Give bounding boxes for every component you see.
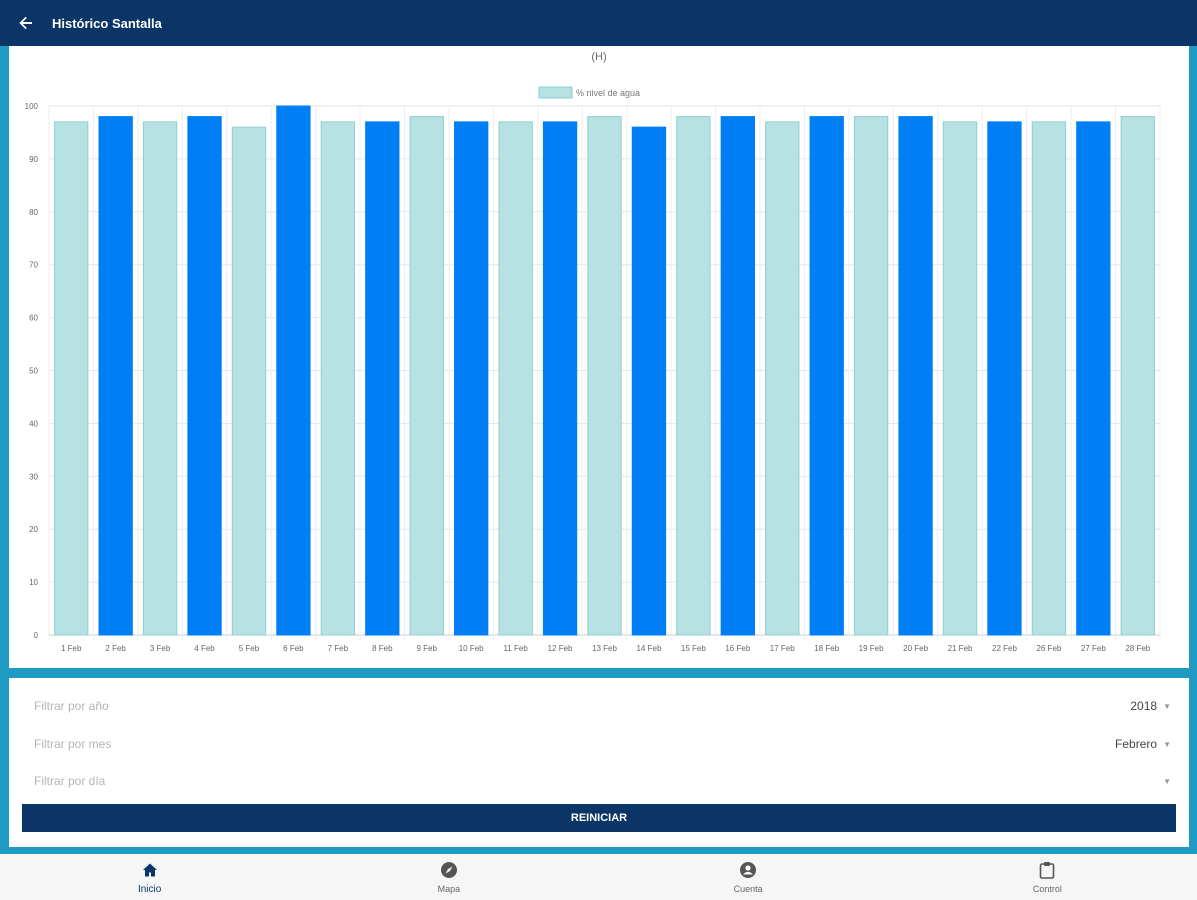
account-icon	[740, 862, 757, 878]
y-axis-ticks: 0 10 20 30 40 50 60 70 80 90 100	[25, 102, 39, 640]
nav-item-cuenta[interactable]: Cuenta	[599, 854, 898, 900]
bar-6-feb[interactable]	[276, 105, 311, 636]
bottom-navigation: Inicio Mapa Cuenta Control	[0, 854, 1197, 900]
page-title: Histórico Santalla	[52, 15, 162, 31]
bar-12-feb[interactable]	[542, 121, 578, 636]
nav-label-cuenta: Cuenta	[733, 884, 763, 894]
x-tick-label: 1 Feb	[61, 644, 82, 653]
bar-19-feb[interactable]	[853, 116, 889, 636]
reset-button[interactable]: REINICIAR	[22, 804, 1176, 832]
y-tick-label: 40	[29, 419, 38, 428]
year-filter-label: Filtrar por año	[34, 699, 109, 713]
month-filter-label: Filtrar por mes	[34, 737, 112, 751]
x-tick-label: 6 Feb	[283, 644, 304, 653]
bar-22-feb[interactable]	[987, 121, 1022, 636]
x-tick-label: 11 Feb	[503, 644, 528, 653]
x-tick-label: 17 Feb	[770, 644, 795, 653]
y-tick-label: 50	[29, 367, 38, 376]
day-filter-label: Filtrar por día	[34, 774, 106, 788]
app-bar: Histórico Santalla	[0, 0, 1197, 46]
bars	[54, 105, 1155, 636]
x-tick-label: 8 Feb	[372, 644, 393, 653]
x-tick-label: 27 Feb	[1081, 644, 1106, 653]
y-tick-label: 100	[25, 102, 39, 111]
clipboard-icon	[1040, 862, 1055, 879]
x-tick-label: 3 Feb	[150, 644, 171, 653]
bar-16-feb[interactable]	[720, 116, 755, 636]
x-tick-label: 22 Feb	[992, 644, 1017, 653]
bar-15-feb[interactable]	[676, 116, 711, 636]
compass-icon	[440, 862, 457, 878]
nav-label-inicio: Inicio	[137, 883, 162, 895]
y-tick-label: 30	[29, 472, 38, 481]
chart-card: (H) % nivel de agua 0 10 20 30 40 50 60 70 80 90 1…	[9, 46, 1189, 668]
chart-title: (H)	[591, 51, 606, 63]
x-tick-label: 2 Feb	[105, 644, 126, 653]
day-filter[interactable]: Filtrar por día ▼	[9, 766, 1189, 796]
y-tick-label: 0	[34, 631, 39, 640]
dropdown-caret-icon: ▼	[1163, 701, 1171, 711]
bar-13-feb[interactable]	[587, 116, 622, 636]
bar-5-feb[interactable]	[231, 126, 267, 636]
nav-item-inicio[interactable]: Inicio	[0, 854, 299, 900]
y-tick-label: 60	[29, 314, 38, 323]
x-tick-label: 5 Feb	[239, 644, 260, 653]
nav-label-mapa: Mapa	[437, 884, 461, 894]
x-tick-label: 12 Feb	[548, 644, 573, 653]
dropdown-caret-icon: ▼	[1163, 776, 1171, 786]
year-filter[interactable]: Filtrar por año 2018 ▼	[9, 691, 1189, 721]
bar-10-feb[interactable]	[454, 121, 489, 636]
bar-9-feb[interactable]	[409, 116, 444, 636]
y-tick-label: 70	[29, 261, 38, 270]
bar-11-feb[interactable]	[498, 121, 533, 636]
bar-28-feb[interactable]	[1120, 116, 1155, 636]
legend-swatch	[538, 86, 573, 99]
x-tick-label: 10 Feb	[459, 644, 484, 653]
bar-1-feb[interactable]	[54, 121, 89, 636]
y-tick-label: 90	[29, 155, 38, 164]
dropdown-caret-icon: ▼	[1163, 739, 1171, 749]
x-tick-label: 15 Feb	[681, 644, 706, 653]
bar-21-feb[interactable]	[942, 121, 978, 636]
nav-label-control: Control	[1032, 884, 1062, 894]
bar-26-feb[interactable]	[1031, 121, 1067, 636]
x-tick-label: 14 Feb	[636, 644, 661, 653]
bar-17-feb[interactable]	[765, 121, 800, 636]
x-tick-label: 28 Feb	[1125, 644, 1150, 653]
y-tick-label: 20	[29, 525, 38, 534]
arrow-left-icon	[19, 16, 32, 30]
bar-3-feb[interactable]	[142, 121, 178, 636]
x-tick-label: 21 Feb	[948, 644, 973, 653]
x-tick-label: 20 Feb	[903, 644, 928, 653]
x-tick-label: 19 Feb	[859, 644, 884, 653]
x-tick-label: 13 Feb	[592, 644, 617, 653]
nav-item-control[interactable]: Control	[898, 854, 1197, 900]
year-filter-value: 2018	[1130, 699, 1158, 713]
bar-20-feb[interactable]	[898, 116, 933, 636]
back-button[interactable]	[0, 0, 52, 46]
water-level-chart: (H) % nivel de agua 0 10 20 30 40 50 60 70 80 90 1…	[25, 51, 1161, 653]
x-axis-ticks: 1 Feb 2 Feb 3 Feb 4 Feb 5 Feb 6 Feb 7 Feb 8 Feb…	[61, 644, 1151, 653]
nav-item-mapa[interactable]: Mapa	[299, 854, 598, 900]
bar-7-feb[interactable]	[320, 121, 356, 636]
bar-8-feb[interactable]	[365, 121, 400, 636]
x-tick-label: 16 Feb	[725, 644, 750, 653]
y-tick-label: 80	[29, 208, 38, 217]
legend-label[interactable]: % nivel de agua	[576, 88, 640, 98]
x-tick-label: 4 Feb	[194, 644, 215, 653]
x-tick-label: 7 Feb	[328, 644, 349, 653]
x-tick-label: 26 Feb	[1036, 644, 1061, 653]
home-icon	[142, 863, 157, 876]
month-filter[interactable]: Filtrar por mes Febrero ▼	[9, 729, 1189, 759]
bar-2-feb[interactable]	[98, 116, 133, 636]
y-tick-label: 10	[29, 578, 38, 587]
month-filter-value: Febrero	[1115, 737, 1158, 751]
x-tick-label: 18 Feb	[814, 644, 839, 653]
x-tick-label: 9 Feb	[417, 644, 438, 653]
filter-card: Filtrar por año 2018 ▼ Filtrar por mes F…	[9, 678, 1189, 847]
bar-4-feb[interactable]	[187, 116, 222, 636]
bar-27-feb[interactable]	[1076, 121, 1111, 636]
bar-18-feb[interactable]	[809, 116, 844, 636]
bar-14-feb[interactable]	[631, 126, 667, 636]
